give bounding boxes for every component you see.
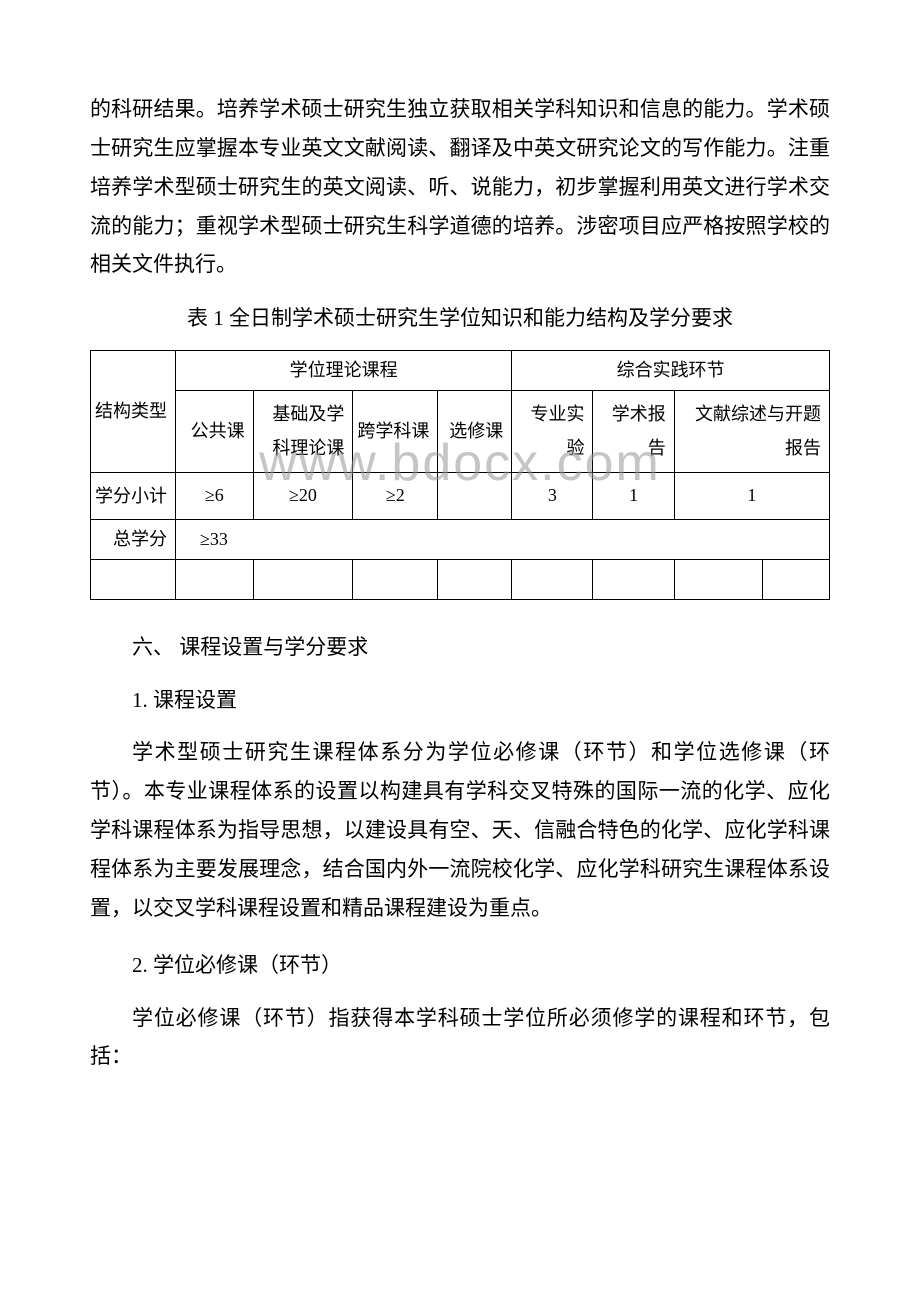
col-header-literature: 文献综述与开题报告 xyxy=(674,391,829,472)
empty-cell xyxy=(253,559,353,599)
table-caption: 表 1 全日制学术硕士研究生学位知识和能力结构及学分要求 xyxy=(90,302,830,332)
body-paragraph-1: 的科研结果。培养学术硕士研究生独立获取相关学科知识和信息的能力。学术硕士研究生应… xyxy=(90,90,830,284)
credit-lab: 3 xyxy=(512,472,593,519)
row-label-credit: 学分小计 xyxy=(91,472,176,519)
table-wrapper: www.bdocx.com 结构类型 学位理论课程 综合实践环节 公共课 基础及… xyxy=(90,350,830,600)
table-row: 学分小计 ≥6 ≥20 ≥2 3 1 1 xyxy=(91,472,830,519)
credit-cross: ≥2 xyxy=(353,472,438,519)
empty-cell xyxy=(763,559,830,599)
header-group-theory: 学位理论课程 xyxy=(175,351,511,391)
col-header-cross: 跨学科课 xyxy=(353,391,438,472)
col-header-elective: 选修课 xyxy=(438,391,512,472)
col-header-lab: 专业实验 xyxy=(512,391,593,472)
col-header-basic: 基础及学科理论课 xyxy=(253,391,353,472)
table-row xyxy=(91,559,830,599)
credit-report: 1 xyxy=(593,472,674,519)
table-row: 总学分 ≥33 xyxy=(91,519,830,559)
section-6-2-title: 2. 学位必修课（环节） xyxy=(90,946,830,985)
empty-cell xyxy=(175,559,253,599)
row-label-total: 总学分 xyxy=(91,519,176,559)
header-group-practice: 综合实践环节 xyxy=(512,351,830,391)
empty-cell xyxy=(438,559,512,599)
credit-elective xyxy=(438,472,512,519)
empty-cell xyxy=(593,559,674,599)
credits-table: 结构类型 学位理论课程 综合实践环节 公共课 基础及学科理论课 跨学科课 选修课… xyxy=(90,350,830,600)
credit-literature: 1 xyxy=(674,472,829,519)
credit-public: ≥6 xyxy=(175,472,253,519)
empty-cell xyxy=(512,559,593,599)
section-6-1-title: 1. 课程设置 xyxy=(90,681,830,720)
empty-cell xyxy=(91,559,176,599)
credit-total: ≥33 xyxy=(175,519,829,559)
empty-cell xyxy=(674,559,763,599)
col-header-public: 公共课 xyxy=(175,391,253,472)
body-paragraph-3: 学位必修课（环节）指获得本学科硕士学位所必须修学的课程和环节，包括： xyxy=(90,999,830,1077)
row-label-struct: 结构类型 xyxy=(91,351,176,472)
credit-basic: ≥20 xyxy=(253,472,353,519)
col-header-report: 学术报告 xyxy=(593,391,674,472)
table-row: 结构类型 学位理论课程 综合实践环节 xyxy=(91,351,830,391)
body-paragraph-2: 学术型硕士研究生课程体系分为学位必修课（环节）和学位选修课（环节）。本专业课程体… xyxy=(90,733,830,927)
table-row: 公共课 基础及学科理论课 跨学科课 选修课 专业实验 学术报告 文献综述与开题报… xyxy=(91,391,830,472)
section-6-title: 六、 课程设置与学分要求 xyxy=(90,628,830,667)
empty-cell xyxy=(353,559,438,599)
